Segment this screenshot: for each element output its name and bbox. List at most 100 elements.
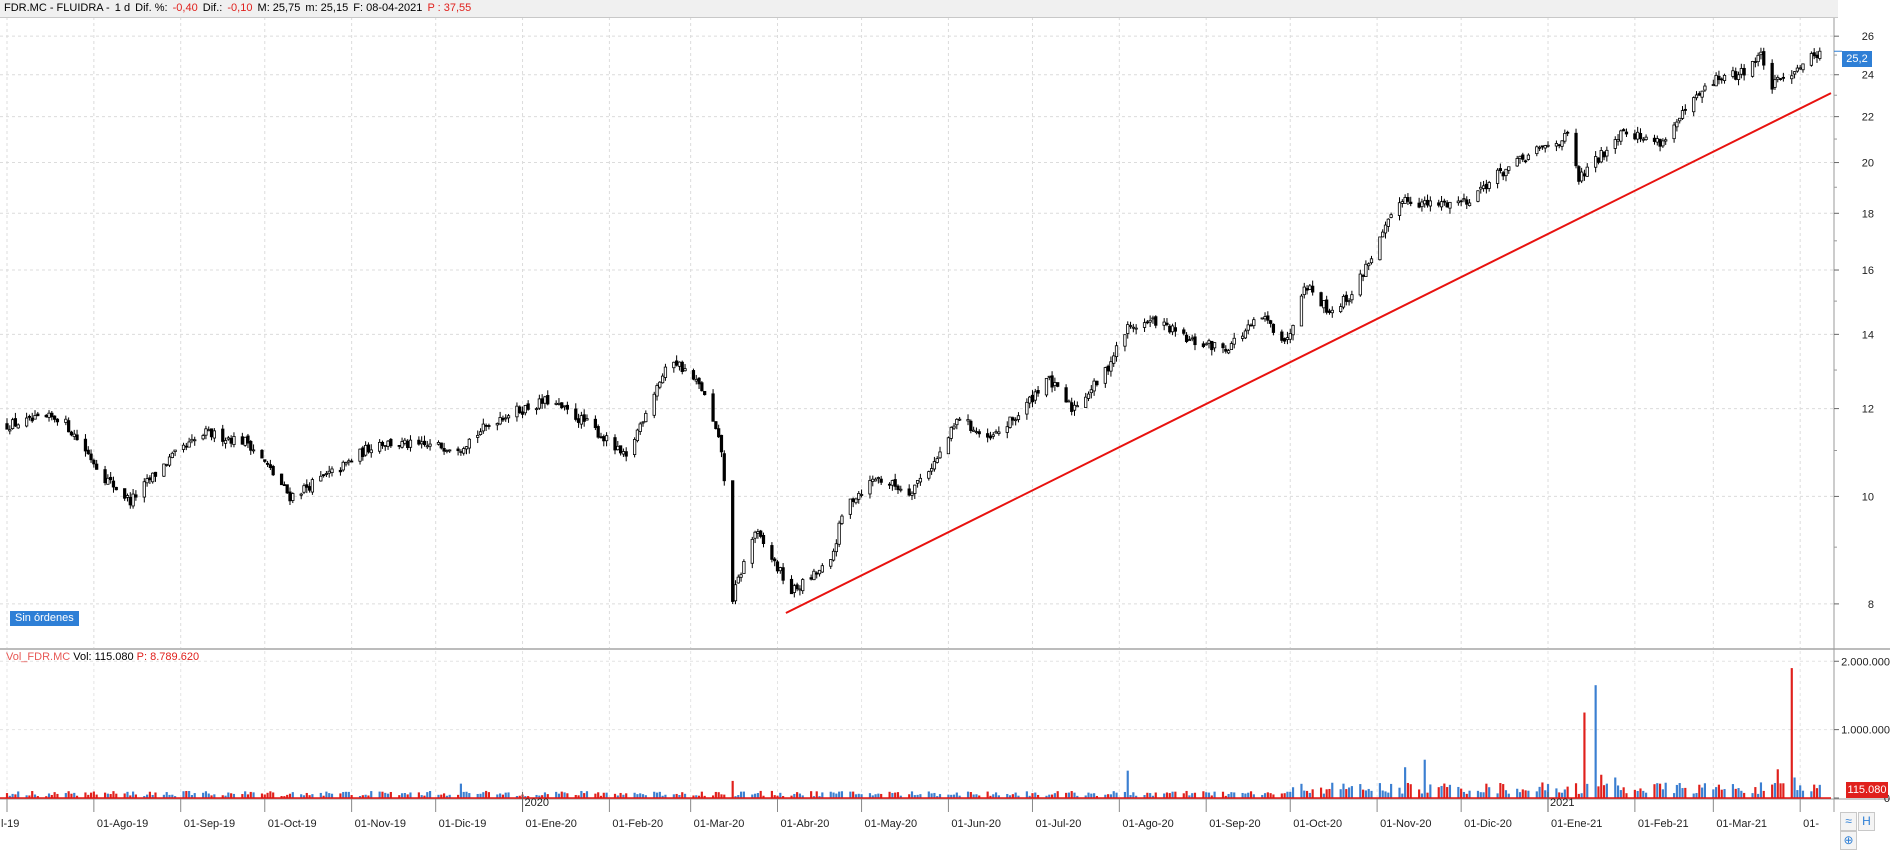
- volume-bar-up: [992, 794, 995, 798]
- candle-down: [526, 403, 530, 410]
- candle-up: [1142, 322, 1147, 328]
- volume-bar-up: [1163, 793, 1166, 798]
- settings-icon[interactable]: ⊕: [1840, 831, 1857, 850]
- x-tick-label: 01-Oct-19: [268, 818, 317, 830]
- candle-up: [1103, 367, 1107, 384]
- candle-down: [599, 436, 603, 439]
- volume-tick-label: 1.000.000: [1841, 725, 1890, 737]
- candle-down: [896, 485, 900, 491]
- scroll-icon[interactable]: H: [1858, 812, 1875, 831]
- candle-up: [1456, 200, 1460, 204]
- volume-bar-down: [1362, 789, 1365, 798]
- candle-up: [193, 439, 197, 442]
- candle-down: [717, 428, 721, 438]
- volume-bar-down: [1165, 792, 1169, 798]
- candle-up: [663, 366, 668, 378]
- volume-bar-down: [541, 795, 544, 798]
- volume-bar-up: [1504, 790, 1508, 798]
- volume-bar-up: [1014, 792, 1017, 798]
- x-tick-label: l-19: [1, 818, 19, 830]
- volume-bar-up: [938, 794, 942, 798]
- volume-bar-up: [737, 795, 740, 798]
- candle-up: [1773, 79, 1777, 88]
- zoom-icon[interactable]: ≈: [1840, 812, 1857, 831]
- volume-bar-up: [302, 795, 306, 798]
- volume-tick-label: 2.000.000: [1841, 656, 1890, 668]
- volume-bar-up: [448, 794, 451, 798]
- candle-down: [50, 412, 54, 418]
- candle-down: [83, 438, 88, 452]
- candle-down: [711, 393, 715, 422]
- orders-badge[interactable]: Sin órdenes: [10, 611, 79, 626]
- candle-up: [1263, 316, 1267, 320]
- volume-bar-up: [927, 791, 930, 798]
- price-tick-label: 26: [1862, 31, 1874, 43]
- volume-bar-down: [1485, 783, 1488, 798]
- volume-bar-down: [1095, 795, 1098, 798]
- volume-bar-up: [1261, 794, 1264, 798]
- candle-down: [613, 437, 617, 451]
- volume-bar-up: [563, 792, 566, 798]
- volume-bar-down: [1597, 786, 1600, 798]
- volume-bar-up: [1247, 792, 1250, 798]
- candle-down: [576, 418, 581, 423]
- candle-up: [1067, 400, 1071, 403]
- volume-bar-up: [633, 792, 636, 798]
- volume-bar-up: [1112, 791, 1115, 798]
- candle-up: [1367, 263, 1371, 267]
- volume-bar-down: [759, 790, 762, 798]
- x-tick-label: 01-Ene-20: [526, 818, 577, 830]
- volume-bar-up: [955, 792, 958, 798]
- volume-bar-down: [84, 792, 87, 798]
- volume-bar-down: [45, 796, 48, 798]
- volume-bar-down: [896, 792, 900, 798]
- volume-bar-up: [25, 795, 28, 798]
- candle-up: [1252, 319, 1256, 327]
- candle-down: [714, 421, 718, 430]
- volume-bar-up: [1291, 787, 1295, 798]
- volume-bar-up: [997, 795, 1000, 798]
- volume-bar-up: [386, 793, 390, 798]
- volume-bar-down: [978, 795, 981, 798]
- volume-bar-down: [1762, 790, 1765, 798]
- volume-bar-up: [358, 796, 362, 798]
- volume-bar-up: [1384, 791, 1387, 798]
- candle-up: [47, 412, 51, 418]
- candle-down: [1582, 173, 1587, 177]
- candle-up: [756, 531, 760, 534]
- candle-down: [1280, 331, 1284, 341]
- volume-bar-up: [622, 794, 625, 798]
- volume-bar-down: [527, 796, 530, 798]
- volume-bar-down: [703, 795, 706, 798]
- volume-bar-up: [812, 796, 816, 798]
- candle-up: [1291, 324, 1295, 336]
- volume-bar-down: [583, 793, 586, 798]
- volume-bar-up: [162, 794, 165, 798]
- volume-bar-down: [1202, 791, 1205, 798]
- candle-up: [478, 431, 483, 436]
- candle-down: [1484, 183, 1488, 190]
- volume-bar-up: [507, 792, 510, 798]
- candle-down: [582, 414, 586, 422]
- volume-bar-up: [1207, 792, 1211, 798]
- volume-bar-down: [1221, 791, 1225, 798]
- volume-bar-up: [966, 791, 970, 798]
- candle-up: [1016, 415, 1021, 420]
- volume-bar-up: [1378, 783, 1381, 798]
- volume-bar-down: [1790, 668, 1793, 798]
- volume-bar-up: [1129, 795, 1132, 798]
- volume-bar-up: [1555, 788, 1558, 798]
- candle-up: [1585, 166, 1589, 177]
- candle-up: [1818, 50, 1822, 59]
- volume-bar-down: [880, 793, 883, 798]
- candle-down: [13, 418, 18, 427]
- volume-bar-up: [538, 795, 541, 798]
- period-label[interactable]: 1 d: [114, 2, 131, 14]
- volume-bar-up: [1546, 784, 1550, 798]
- volume-bar-up: [193, 793, 196, 798]
- x-tick-label: 01-Abr-20: [781, 818, 830, 830]
- volume-bar-down: [969, 792, 972, 798]
- candle-up: [64, 418, 68, 423]
- volume-bar-down: [134, 794, 137, 798]
- candle-down: [565, 404, 569, 410]
